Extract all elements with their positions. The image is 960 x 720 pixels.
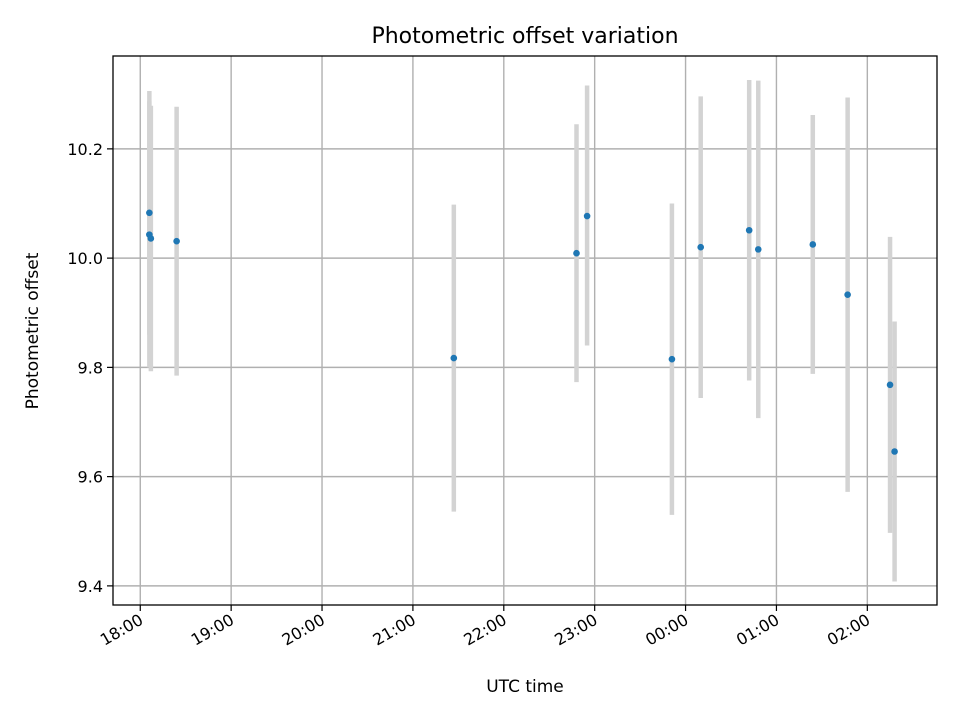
data-point — [809, 241, 816, 248]
data-point — [146, 209, 153, 216]
data-point — [584, 213, 591, 220]
y-tick-label: 10.2 — [67, 140, 103, 159]
data-point — [887, 382, 894, 389]
data-point — [697, 244, 704, 251]
chart-title: Photometric offset variation — [371, 24, 678, 49]
data-point — [891, 448, 898, 455]
data-point — [573, 250, 580, 257]
data-point — [173, 238, 180, 245]
y-tick-label: 10.0 — [67, 249, 103, 268]
y-tick-label: 9.4 — [78, 577, 103, 596]
data-point — [451, 355, 458, 362]
data-point — [746, 227, 753, 234]
data-point — [148, 235, 155, 242]
data-point — [844, 291, 851, 298]
y-tick-label: 9.8 — [78, 358, 103, 377]
data-point — [755, 246, 762, 253]
y-tick-label: 9.6 — [78, 468, 103, 487]
y-axis-label: Photometric offset — [23, 252, 43, 409]
data-point — [669, 356, 676, 363]
x-axis-label: UTC time — [486, 677, 564, 697]
